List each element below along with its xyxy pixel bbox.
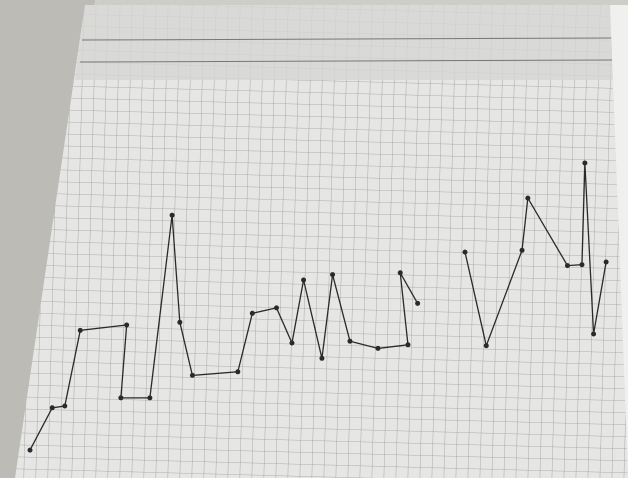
- trace-dot: [579, 262, 584, 267]
- trace-dot: [147, 395, 152, 400]
- trace-dot: [177, 320, 182, 325]
- trace-dot: [591, 332, 596, 337]
- photo: [0, 0, 628, 478]
- trace-dot: [565, 263, 570, 268]
- trace-dot: [118, 395, 123, 400]
- trace-dot: [250, 311, 255, 316]
- trace-dot: [463, 250, 468, 255]
- trace-dot: [170, 213, 175, 218]
- trace-dot: [301, 278, 306, 283]
- trace-dot: [520, 248, 525, 253]
- trace-dot: [604, 260, 609, 265]
- paper-header: [75, 5, 616, 80]
- trace-dot: [62, 404, 67, 409]
- trace-dot: [190, 373, 195, 378]
- trace-dot: [124, 323, 129, 328]
- trace-dot: [376, 346, 381, 351]
- trace-dot: [415, 301, 420, 306]
- trace-dot: [330, 272, 335, 277]
- trace-dot: [347, 339, 352, 344]
- trace-dot: [405, 342, 410, 347]
- trace-dot: [274, 305, 279, 310]
- trace-dot: [484, 343, 489, 348]
- trace-dot: [289, 341, 294, 346]
- trace-dot: [50, 405, 55, 410]
- trace-dot: [525, 196, 530, 201]
- trace-dot: [235, 369, 240, 374]
- trace-dot: [78, 328, 83, 333]
- trace-dot: [582, 161, 587, 166]
- trace-dot: [398, 270, 403, 275]
- trace-dot: [319, 356, 324, 361]
- trace-dot: [28, 448, 33, 453]
